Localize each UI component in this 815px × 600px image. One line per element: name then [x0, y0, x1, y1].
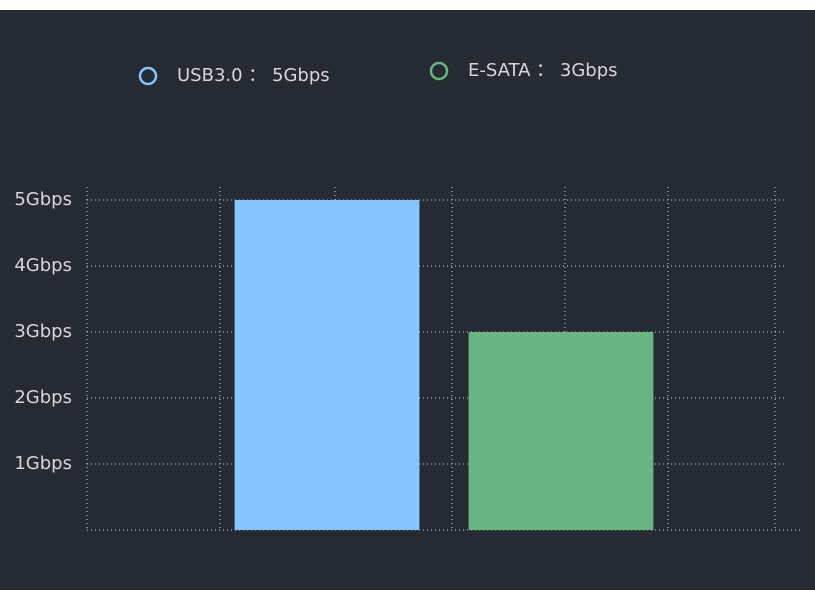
legend-label: E-SATA ： 3Gbps [468, 60, 618, 81]
legend-label: USB3.0 ： 5Gbps [177, 65, 330, 86]
y-tick-label: 5Gbps [14, 189, 72, 210]
legend-marker [138, 66, 158, 86]
bar [234, 200, 420, 530]
y-tick-label: 2Gbps [14, 387, 72, 408]
y-tick-label: 1Gbps [14, 453, 72, 474]
bar [468, 332, 654, 530]
y-tick-label: 3Gbps [14, 321, 72, 342]
y-tick-label: 4Gbps [14, 255, 72, 276]
legend-marker [429, 61, 449, 81]
